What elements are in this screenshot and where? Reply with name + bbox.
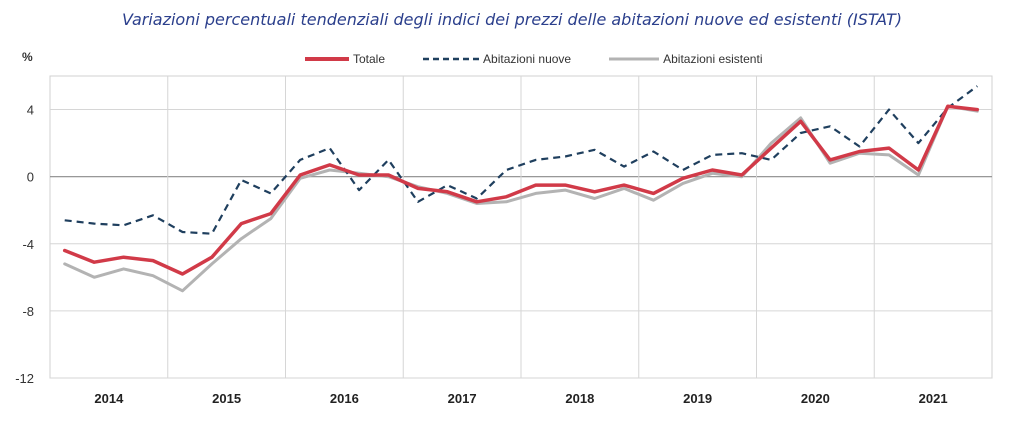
y-axis-unit: %	[22, 50, 33, 64]
x-tick-label: 2016	[330, 391, 359, 406]
y-tick-label: -12	[15, 371, 34, 386]
chart-title: Variazioni percentuali tendenziali degli…	[122, 10, 902, 29]
x-tick-label: 2014	[94, 391, 124, 406]
x-tick-label: 2019	[683, 391, 712, 406]
legend: Totale Abitazioni nuove Abitazioni esist…	[305, 52, 800, 66]
series-line-totale	[62, 104, 980, 276]
series-line-abitazioni-nuove	[64, 85, 978, 235]
y-tick-label: 0	[27, 170, 34, 185]
legend-label-abitazioni-esistenti: Abitazioni esistenti	[663, 52, 763, 66]
legend-item-totale: Totale	[305, 52, 385, 66]
x-tick-label: 2020	[801, 391, 830, 406]
legend-item-abitazioni-nuove: Abitazioni nuove	[423, 52, 571, 66]
legend-label-abitazioni-nuove: Abitazioni nuove	[483, 52, 572, 66]
y-tick-label: -4	[22, 237, 34, 252]
x-tick-label: 2015	[212, 391, 241, 406]
legend-label-totale: Totale	[353, 52, 386, 66]
x-tick-label: 2018	[565, 391, 594, 406]
legend-swatch-totale	[305, 57, 349, 61]
legend-swatch-abitazioni-esistenti	[609, 57, 660, 61]
y-tick-label: -8	[22, 304, 34, 319]
legend-item-abitazioni-esistenti: Abitazioni esistenti	[609, 52, 762, 66]
y-tick-label: 4	[27, 103, 34, 118]
x-tick-label: 2021	[919, 391, 948, 406]
x-tick-label: 2017	[448, 391, 477, 406]
